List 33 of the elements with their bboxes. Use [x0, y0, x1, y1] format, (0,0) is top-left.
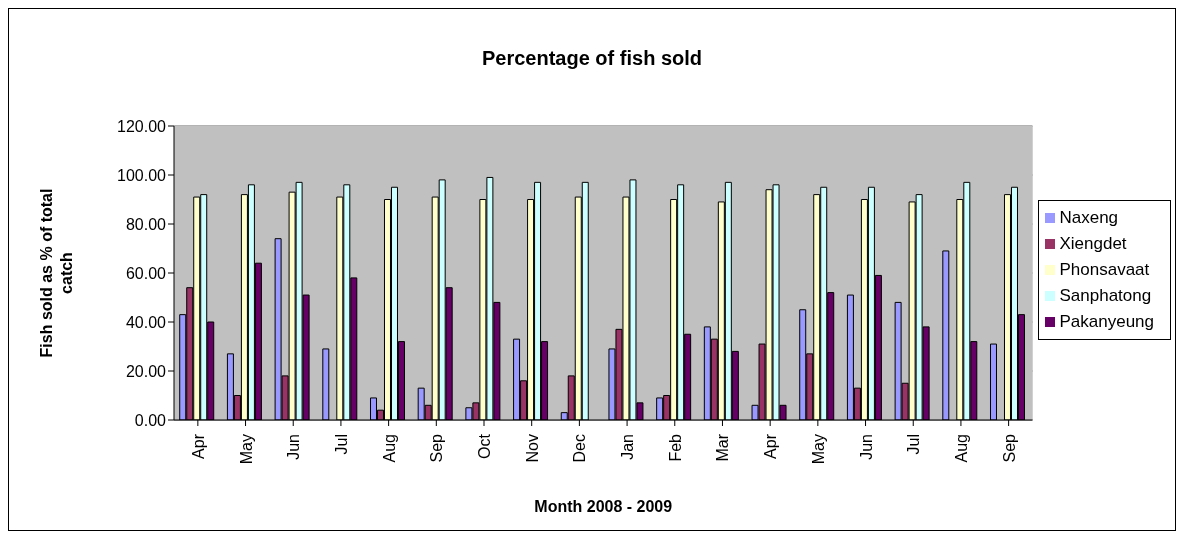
- x-axis-title: Month 2008 - 2009: [534, 498, 673, 515]
- x-tick-label: Jun: [285, 434, 303, 460]
- y-tick-label: 40.00: [125, 313, 167, 331]
- y-tick-label: 0.00: [134, 411, 167, 429]
- x-tick-label: Jan: [619, 434, 637, 460]
- x-tick-label: Sep: [428, 433, 446, 463]
- x-tick-label: Feb: [666, 433, 684, 462]
- legend-label: Sanphatong: [1059, 285, 1152, 305]
- x-tick-label: Mar: [714, 433, 732, 462]
- legend-label: Pakanyeung: [1059, 311, 1154, 331]
- x-tick-label: Jul: [905, 434, 923, 455]
- x-tick-label: Sep: [1000, 433, 1018, 463]
- x-tick-label: Dec: [571, 434, 589, 463]
- x-tick-label: May: [237, 434, 255, 465]
- y-tick-label: 80.00: [125, 215, 167, 233]
- y-axis-title: Fish sold as % of total catch: [38, 188, 75, 358]
- x-tick-label: Oct: [476, 433, 493, 459]
- legend-label: Xiengdet: [1059, 233, 1127, 253]
- chart-title: Percentage of fish sold: [480, 47, 704, 70]
- x-tick-label: Nov: [523, 434, 541, 463]
- y-tick-label: 120.00: [117, 117, 167, 135]
- x-tick-label: May: [809, 434, 827, 465]
- x-tick-label: Apr: [762, 433, 780, 459]
- y-tick-label: 60.00: [125, 264, 167, 282]
- x-tick-label: Aug: [380, 434, 398, 463]
- x-tick-label: Jul: [332, 434, 350, 455]
- y-tick-label: 20.00: [125, 362, 167, 380]
- x-tick-label: Apr: [189, 433, 207, 459]
- x-tick-label: Aug: [952, 434, 970, 463]
- y-tick-label: 100.00: [117, 166, 167, 184]
- legend-label: Naxeng: [1059, 207, 1119, 227]
- x-tick-label: Jun: [857, 434, 875, 460]
- legend-label: Phonsavaat: [1059, 259, 1150, 279]
